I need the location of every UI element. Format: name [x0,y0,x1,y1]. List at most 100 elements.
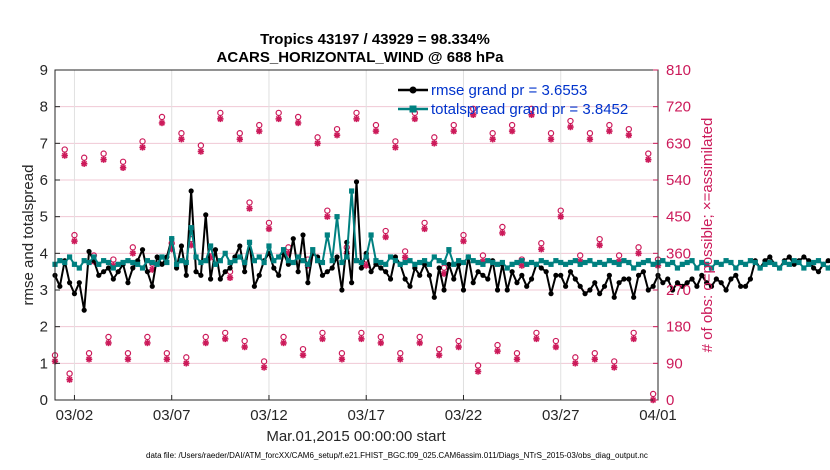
right-tick-label: 270 [666,282,691,299]
footer-data-file: data file: /Users/raeder/DAI/ATM_forcXX/… [146,451,648,460]
obs-assimilated-point [513,356,521,363]
rmse-point [660,280,666,286]
obs-possible-point [110,256,117,263]
totalspread-point [635,261,642,267]
rmse-point [339,287,345,293]
rmse-point [115,269,121,275]
rmse-point [704,280,710,286]
obs-assimilated-point [66,376,73,383]
rmse-point [378,265,384,271]
totalspread-point [329,258,335,264]
obs-assimilated-stroke [217,115,224,122]
rmse-point [242,269,248,275]
left-tick-label: 5 [40,209,48,226]
x-tick-label: 03/02 [56,407,94,424]
obs-assimilated-point [178,136,185,143]
obs-assimilated-stroke [630,335,637,342]
obs-assimilated-stroke [227,274,234,281]
obs-assimilated-point [435,351,443,359]
totalspread-point [553,258,559,264]
obs-possible-point [260,358,268,365]
totalspread-point [772,261,778,267]
totalspread-point [203,258,209,264]
obs-assimilated-point [197,148,205,155]
obs-assimilated-stroke [81,160,88,167]
rmse-point [188,188,194,194]
obs-assimilated-stroke [275,115,282,122]
obs-possible-point [158,113,166,121]
rmse-point [494,287,501,293]
totalspread-point [242,259,248,266]
rmse-point [650,283,656,289]
totalspread-point [679,261,685,267]
x-axis-label: Mar.01,2015 00:00:00 start [266,428,446,445]
totalspread-point [144,258,150,264]
rmse-point [349,280,355,286]
totalspread-point [417,259,423,266]
rmse-point [358,265,364,271]
rmse-point [538,265,544,271]
rmse-point [815,269,822,275]
obs-assimilated-point [333,131,341,139]
rmse-point [825,258,830,264]
obs-assimilated-point [105,339,112,347]
rmse-point [718,280,724,286]
rmse-point [368,269,374,275]
obs-assimilated-stroke [416,339,423,346]
obs-possible-point [119,158,127,165]
obs-assimilated-stroke [611,364,618,371]
left-tick-label: 1 [40,355,48,372]
totalspread-point [563,261,569,267]
obs-possible-point [591,350,598,357]
rmse-point [543,269,549,275]
totalspread-point [237,254,243,260]
totalspread-point [694,265,700,271]
obs-assimilated-point [586,136,594,143]
legend-spread-label: totalspread grand pr = 3.8452 [431,101,628,118]
rmse-point [353,179,360,185]
obs-assimilated-point [518,262,526,269]
totalspread-point [738,259,744,266]
rmse-point [110,276,116,282]
obs-assimilated-stroke [635,250,642,257]
obs-assimilated-stroke [61,152,68,159]
right-tick-label: 180 [666,319,691,336]
obs-possible-point [178,130,185,137]
left-y-axis: 0 1 2 3 4 5 6 7 8 9 [40,62,60,409]
totalspread-point [728,259,734,266]
totalspread-point [305,261,311,267]
right-tick-label: 0 [666,392,674,409]
rmse-point [528,276,535,282]
obs-possible-point [144,333,151,341]
totalspread-point [256,254,262,260]
obs-possible-point [421,219,428,227]
obs-possible-point [61,146,68,153]
obs-assimilated-point [319,335,326,343]
obs-assimilated-stroke [567,124,574,131]
right-tick-label: 540 [666,172,691,189]
x-tick-label: 03/22 [445,407,483,424]
totalspread-point [392,258,399,264]
rmse-point [597,291,603,297]
totalspread-point [767,259,773,266]
rmse-point [383,269,389,275]
obs-assimilated-point [645,156,652,163]
rmse-point [101,269,107,275]
totalspread-point [606,258,612,264]
obs-assimilated-stroke [421,225,428,232]
obs-assimilated-point [246,205,253,212]
rmse-point [631,294,637,300]
rmse-point [295,269,301,275]
totalspread-point [110,265,116,271]
obs-assimilated-point [217,115,224,123]
totalspread-point [397,261,403,267]
rmse-point [738,283,744,289]
obs-assimilated-point [533,335,540,343]
obs-assimilated-point [80,160,88,167]
obs-possible-point [377,333,385,341]
obs-assimilated-point [139,144,146,151]
obs-assimilated-stroke [533,335,540,342]
rmse-point [519,272,525,278]
obs-assimilated-stroke [188,242,195,249]
